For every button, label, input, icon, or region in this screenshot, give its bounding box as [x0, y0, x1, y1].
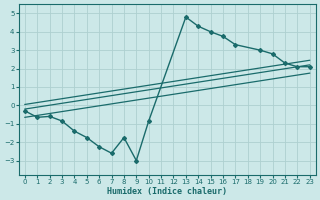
- X-axis label: Humidex (Indice chaleur): Humidex (Indice chaleur): [107, 187, 227, 196]
